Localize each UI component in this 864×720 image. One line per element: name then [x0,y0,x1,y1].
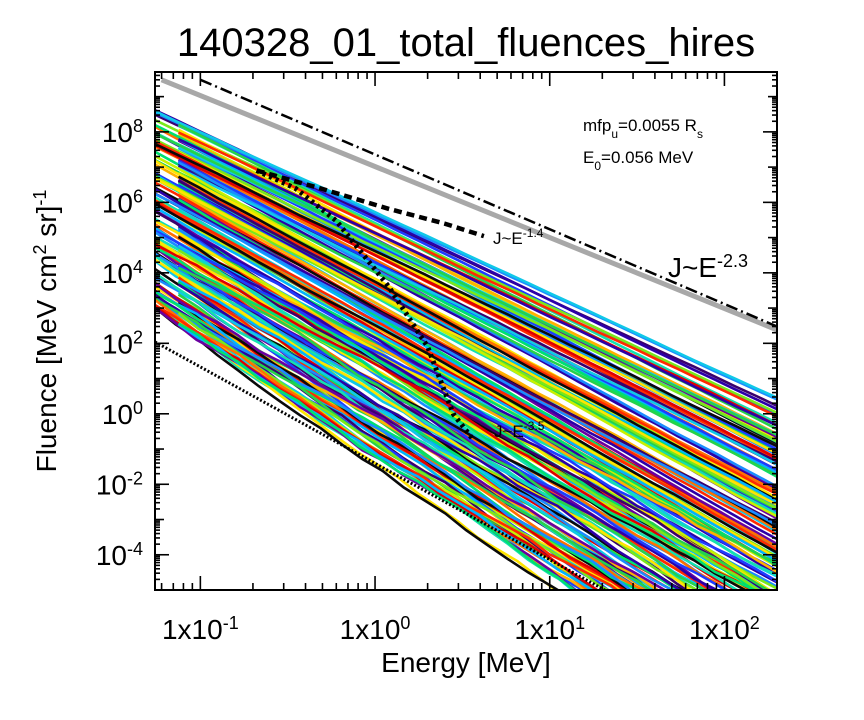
fluence-series-line [155,192,777,527]
reference-line-thick-dashed [255,168,485,239]
chart-title: 140328_01_total_fluences_hires [177,21,755,65]
ref-label-slope-3-5-base: J~E [494,422,524,441]
tick-label-layer: 1x10-1 1x100 1x101 1x102 10-4 10-2 100 102 104 10… [96,116,760,645]
x-tick-label: 1x100 [340,613,411,645]
reference-line-gray-solid [160,77,777,333]
fluence-series-line [155,132,777,437]
series-layer [155,109,777,590]
mfp-sub: u [611,127,618,141]
fluence-series-line [155,118,777,414]
y-axis-label-sup1: 2 [30,245,50,255]
reference-line-thick-dotted [255,168,475,440]
ref-label-slope-2-3: J~E-2.3 [668,251,748,283]
ref-label-slope-3-5-exp: -3.5 [524,419,545,433]
x-tick-label: 1x10-1 [162,613,239,645]
y-tick-label: 108 [102,116,143,148]
fluence-series-line [155,235,740,590]
fluence-series-line [155,229,777,583]
ref-label-slope-3-5: J~E-3.5 [494,419,545,441]
y-axis-label-pre: Fluence [MeV cm [31,255,62,473]
fluence-series-line [155,202,777,554]
fluence-series-line [177,175,777,502]
ref-label-slope-2-3-base: J~E [668,252,717,283]
y-tick-label: 10-2 [96,468,143,500]
fluence-series-line [155,296,633,590]
x-tick-label: 1x102 [689,613,760,645]
ref-label-slope-1-4-base: J~E [493,229,523,248]
fluence-series-line [177,293,653,590]
fluence-series-line [155,306,561,590]
fluence-series-line [177,311,611,590]
y-tick-label: 106 [102,186,143,218]
y-tick-label: 100 [102,398,143,430]
y-axis-label-mid: sr] [31,206,62,245]
e0-base: E [583,148,594,167]
ref-label-slope-1-4: J~E-1.4 [493,226,544,248]
fluence-series-line [155,142,777,448]
fluence-series-line [155,109,777,399]
ref-label-slope-2-3-exp: -2.3 [717,251,748,271]
mfp-base: mfp [583,116,611,135]
fluence-series-line [155,138,777,443]
fluence-series-line [177,167,777,466]
y-axis-label: Fluence [MeV cm2 sr]-1 [30,190,62,473]
fluence-series-line [177,291,657,590]
tick-layer [155,71,778,591]
mfp-unit-sub: s [697,127,703,141]
x-axis-label: Energy [MeV] [381,647,551,678]
fluence-series-line [155,246,758,590]
fluence-series-line [177,246,767,590]
fluence-series-line [177,266,708,590]
x-tick-label: 1x101 [514,613,585,645]
reference-line-dash-dot [199,78,777,328]
fluence-series-line [155,158,777,477]
reference-lines-layer [155,77,777,590]
fluence-series-line [155,258,693,590]
fluence-series-line [155,144,777,460]
fluence-series-line [155,255,699,590]
mfp-annotation: mfpu=0.0055 Rs [583,116,703,141]
fluence-series-line [177,179,777,493]
e0-value: =0.056 MeV [601,148,694,167]
mfp-value: =0.0055 R [618,116,697,135]
fluence-series-line [177,264,731,590]
plot-frame [154,71,778,591]
fluence-series-line [155,206,777,563]
fluence-series-line [177,164,777,493]
fluence-series-line [155,282,668,590]
y-tick-label: 102 [102,327,143,359]
fluence-series-line [155,199,777,552]
y-tick-label: 10-4 [96,539,143,571]
fluence-series-line [155,177,777,506]
e0-annotation: E0=0.056 MeV [583,148,694,173]
fluence-series-line [177,138,777,427]
ref-label-slope-1-4-exp: -1.4 [523,226,544,240]
y-tick-label: 104 [102,257,143,289]
e0-sub: 0 [594,159,601,173]
fluence-series-line [155,187,777,541]
y-axis-label-sup2: -1 [30,190,50,206]
